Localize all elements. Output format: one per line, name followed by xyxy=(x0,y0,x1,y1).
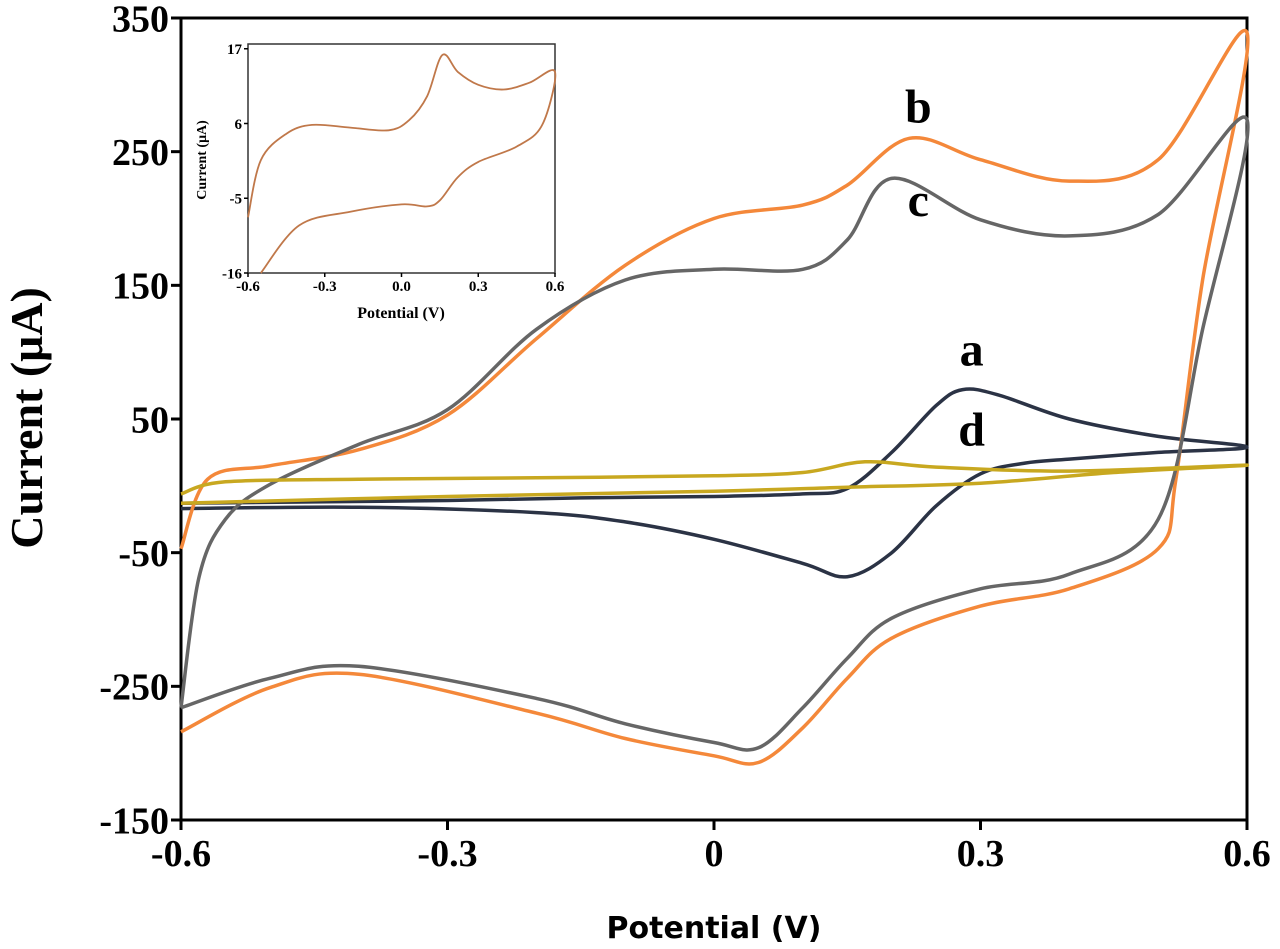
series-d-curve xyxy=(180,459,1249,505)
curve-label-d: d xyxy=(958,404,985,457)
x-tick-label: -0.3 xyxy=(313,279,337,295)
series-b-curve xyxy=(179,28,1250,766)
y-tick-label: -16 xyxy=(222,266,242,282)
curve-label-c: c xyxy=(908,174,929,227)
plot-frame xyxy=(247,43,556,274)
y-tick-label: -50 xyxy=(118,533,169,575)
curve-label-a: a xyxy=(960,324,984,377)
y-tick-label: -250 xyxy=(99,667,169,709)
x-tick-label: -0.6 xyxy=(151,833,211,875)
curve-label-b: b xyxy=(905,80,932,133)
y-tick-label: 17 xyxy=(227,42,243,58)
x-tick-label: 0.6 xyxy=(1223,833,1271,875)
y-tick-label: 350 xyxy=(112,0,169,40)
inset-y-axis-label: Current (μA) xyxy=(195,120,210,200)
y-axis-label: Current (μA) xyxy=(1,287,52,549)
x-tick-label: 0.3 xyxy=(469,279,488,295)
y-tick-label: 150 xyxy=(112,266,169,308)
series-0-curve xyxy=(247,53,557,274)
y-tick-label: 6 xyxy=(235,117,243,133)
y-tick-label: -5 xyxy=(230,192,243,208)
series-a-curve xyxy=(180,387,1249,579)
inset-plot: -0.6 -0.3 0.0 0.3 0.6 17 6 -5 -16 xyxy=(222,42,565,295)
y-tick-label: -150 xyxy=(99,800,169,842)
series-c-curve xyxy=(179,115,1250,752)
x-axis-label: Potential (V) xyxy=(607,911,822,946)
inset-x-axis-label: Potential (V) xyxy=(357,305,445,322)
x-tick-label: 0.6 xyxy=(546,279,565,295)
x-tick-label: 0.3 xyxy=(957,833,1005,875)
y-tick-label: 50 xyxy=(131,399,169,441)
y-tick-label: 250 xyxy=(112,132,169,174)
x-tick-label: -0.3 xyxy=(417,833,477,875)
x-tick-label: -0.6 xyxy=(236,279,260,295)
x-tick-label: 0.0 xyxy=(392,279,411,295)
x-tick-label: 0 xyxy=(705,833,724,875)
